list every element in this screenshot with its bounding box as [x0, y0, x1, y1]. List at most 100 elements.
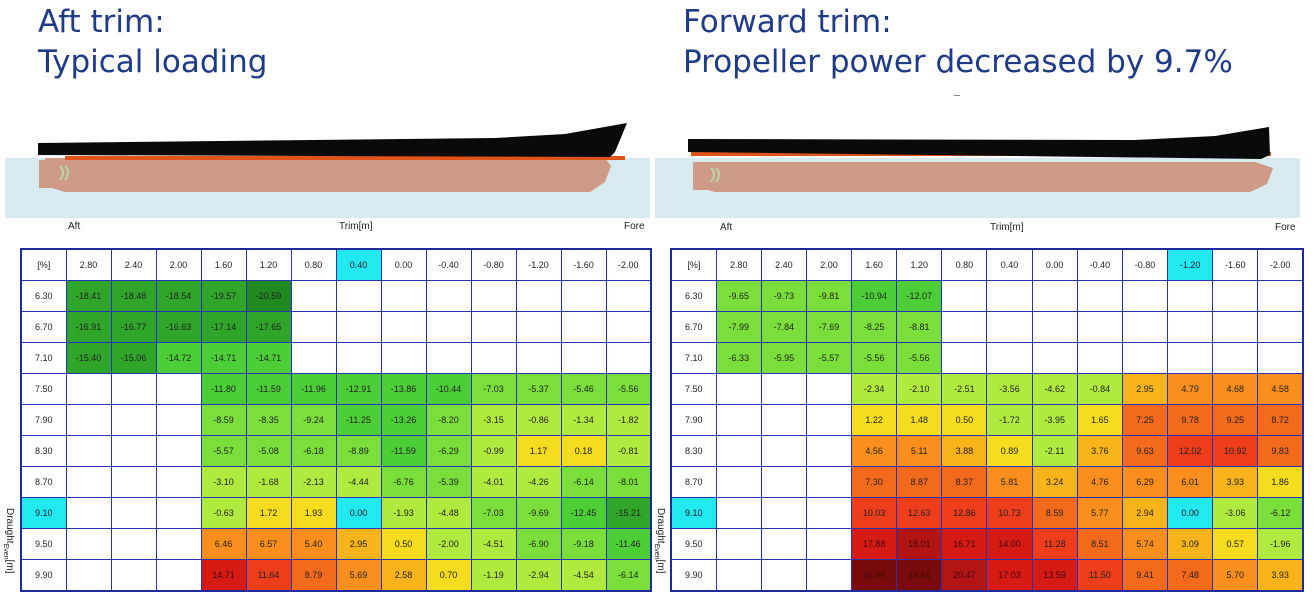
heat-cell: [715, 528, 762, 560]
heat-cell: [805, 559, 853, 592]
heat-cell: [1257, 311, 1304, 343]
heat-cell: 12.02: [1167, 435, 1214, 467]
table-row: 7.50 -11.80 -11.59 -11.96 -12.91 -13.86 -10.44…: [20, 373, 652, 405]
heat-cell: [560, 342, 607, 374]
heat-cell: [805, 435, 853, 467]
heat-cell: -11.96: [290, 373, 337, 405]
table-row: 7.10 -15.40 -15.06 -14.72 -14.71 -14.71: [20, 342, 652, 374]
heat-cell: [470, 342, 517, 374]
heat-cell: [1121, 280, 1169, 312]
heat-cell: -6.14: [605, 559, 652, 592]
table-row: 9.10 10.03 12.63 12.86 10.73 8.59 5.77 2.94 0.00…: [670, 497, 1304, 529]
trim-header: 2.80: [715, 248, 762, 281]
heat-cell: -6.18: [290, 435, 337, 467]
heat-cell: -1.96: [1257, 528, 1304, 560]
rudder: [693, 162, 709, 190]
heat-cell: -5.56: [605, 373, 652, 405]
trim-header: -1.20: [515, 248, 562, 281]
right-trim-label: Trim[m]: [990, 222, 1024, 233]
heat-cell: -9.81: [805, 280, 853, 312]
heat-cell: 0.00: [1167, 497, 1214, 529]
heat-cell: [1076, 280, 1123, 312]
heat-cell: 3.24: [1031, 466, 1078, 498]
heat-cell: -6.33: [715, 342, 762, 374]
heat-cell: 11.64: [245, 559, 292, 592]
trim-header: 1.60: [200, 248, 247, 281]
table-row: 6.30 -9.65 -9.73 -9.81 -10.94 -12.07: [670, 280, 1304, 312]
heat-cell: -4.54: [560, 559, 607, 592]
right-aft-label: Aft: [720, 222, 733, 233]
heat-cell: 4.56: [851, 435, 898, 467]
heat-cell: -10.44: [425, 373, 472, 405]
heat-cell: -2.94: [515, 559, 562, 592]
draught-header: 7.10: [670, 342, 717, 374]
heat-cell: [805, 466, 853, 498]
right-title-line2: Propeller power decreased by 9.7%: [683, 44, 1233, 80]
trim-header: -0.40: [1076, 248, 1123, 281]
draught-header: 7.50: [20, 373, 67, 405]
heat-cell: -2.00: [425, 528, 472, 560]
heat-cell: [715, 497, 762, 529]
table-row: 8.30 4.56 5.11 3.88 0.89 -2.11 3.76 9.63 12.02 10…: [670, 435, 1304, 467]
heat-cell: [1076, 311, 1123, 343]
right-heatmap-table: [%] 2.80 2.40 2.00 1.60 1.20 0.80 0.40 0.00 -0.40…: [670, 248, 1304, 592]
heat-cell: 2.58: [380, 559, 427, 592]
table-row: 9.50 17.88 18.01 16.71 14.00 11.28 8.51 5.74 3.0…: [670, 528, 1304, 560]
heat-cell: -3.56: [986, 373, 1033, 405]
table-row: 6.70 -7.99 -7.84 -7.69 -8.25 -8.81: [670, 311, 1304, 343]
table-row: 8.70 7.30 8.87 8.37 5.81 3.24 4.76 6.29 6.01 3.93…: [670, 466, 1304, 498]
draught-header: 9.90: [20, 559, 67, 592]
heat-cell: 3.93: [1212, 466, 1259, 498]
heat-cell: -13.26: [380, 404, 427, 436]
heat-cell: [65, 466, 112, 498]
heat-cell: -7.69: [805, 311, 853, 343]
heat-cell: -2.13: [290, 466, 337, 498]
table-row: 8.30 -5.57 -5.08 -6.18 -8.89 -11.59 -6.29 -0.99…: [20, 435, 652, 467]
heat-cell: -7.99: [715, 311, 762, 343]
heat-cell: -0.63: [200, 497, 247, 529]
heat-cell: 7.30: [851, 466, 898, 498]
heat-cell: -16.77: [110, 311, 157, 343]
heat-cell: [941, 280, 988, 312]
heat-cell: 10.03: [851, 497, 898, 529]
heat-cell: 17.03: [986, 559, 1033, 592]
heat-cell: 12.63: [896, 497, 943, 529]
heat-cell: [515, 280, 562, 312]
right-draught-label: DraughtEven[m]: [653, 508, 666, 573]
heat-cell: 6.57: [245, 528, 292, 560]
heat-cell: [290, 342, 337, 374]
heat-cell: -1.68: [245, 466, 292, 498]
heat-cell: [760, 404, 807, 436]
heat-cell: -5.57: [805, 342, 853, 374]
heat-cell: [110, 497, 157, 529]
heat-cell: -17.14: [200, 311, 247, 343]
heat-cell: 2.95: [335, 528, 382, 560]
heat-cell: [155, 466, 202, 498]
table-row: 6.70 -16.91 -16.77 -16.63 -17.14 -17.65: [20, 311, 652, 343]
heat-cell: -15.06: [110, 342, 157, 374]
heat-cell: -10.94: [851, 280, 898, 312]
heat-cell: [986, 342, 1033, 374]
heat-cell: -15.21: [605, 497, 652, 529]
heat-cell: -8.25: [851, 311, 898, 343]
heat-cell: -7.03: [470, 497, 517, 529]
heat-cell: -3.06: [1212, 497, 1259, 529]
heat-cell: -4.62: [1031, 373, 1078, 405]
heat-cell: [1167, 280, 1214, 312]
heat-cell: [986, 311, 1033, 343]
heat-cell: 8.72: [1257, 404, 1304, 436]
left-title-line1: Aft trim:: [38, 4, 165, 40]
draught-header: 7.90: [20, 404, 67, 436]
heat-cell: [715, 559, 762, 592]
table-row: 7.90 1.22 1.48 0.50 -1.72 -3.95 1.65 7.25 9.78 9.…: [670, 404, 1304, 436]
table-row: 9.90 26.46 23.61 20.47 17.03 13.59 11.50 9.41 7.…: [670, 559, 1304, 592]
heat-cell: 20.47: [941, 559, 988, 592]
heat-cell: 4.68: [1212, 373, 1259, 405]
heat-cell: 18.01: [896, 528, 943, 560]
table-row: 8.70 -3.10 -1.68 -2.13 -4.44 -6.76 -5.39 -4.01-…: [20, 466, 652, 498]
draught-header: 7.10: [20, 342, 67, 374]
heat-cell: 2.94: [1121, 497, 1169, 529]
trim-header: 2.40: [110, 248, 157, 281]
trim-header: -1.60: [1212, 248, 1259, 281]
table-row: 7.10 -6.33 -5.95 -5.57 -5.56 -5.56: [670, 342, 1304, 374]
